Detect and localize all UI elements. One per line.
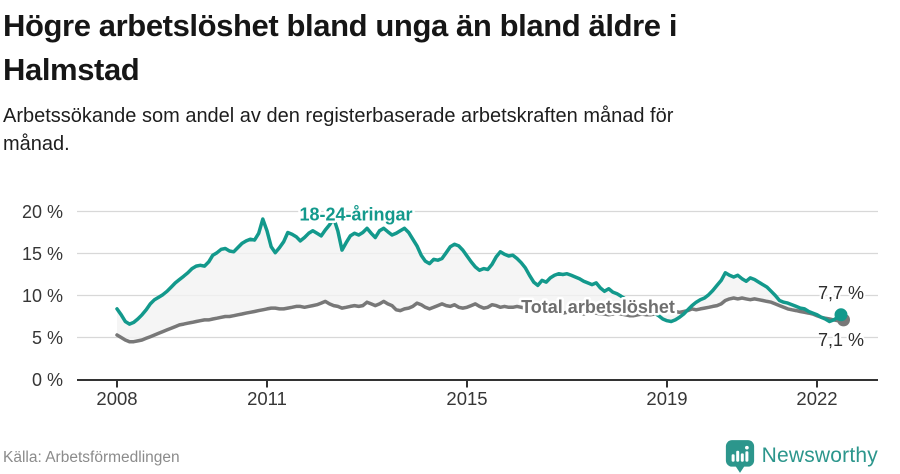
y-tick-label: 5 %	[32, 328, 63, 348]
chart-subtitle-line1: Arbetssökande som andel av den registerb…	[3, 105, 674, 127]
y-tick-label: 15 %	[22, 244, 63, 264]
source-note: Källa: Arbetsförmedlingen	[3, 449, 180, 466]
series-band-fill	[117, 218, 842, 342]
y-tick-label: 0 %	[32, 370, 63, 390]
series-line-youth	[115, 216, 844, 326]
end-value-label-youth: 7,7 %	[818, 283, 864, 303]
page-title-line2: Halmstad	[3, 52, 140, 87]
end-value-label-total: 7,1 %	[818, 330, 864, 350]
series-label-total: Total arbetslöshet	[521, 297, 675, 317]
x-tick-label: 2022	[796, 388, 837, 409]
newsworthy-logo: Newsworthy	[725, 438, 878, 474]
page-title-line1: Högre arbetslöshet bland unga än bland ä…	[3, 8, 678, 43]
chart-subtitle: Arbetssökande som andel av den registerb…	[3, 102, 863, 158]
bar-chart-bubble-icon	[725, 439, 754, 473]
y-tick-label: 20 %	[22, 202, 63, 222]
series-line-total	[115, 296, 844, 344]
brand-name: Newsworthy	[761, 444, 878, 467]
x-tick-label: 2011	[247, 388, 287, 409]
series-label-youth: 18-24-åringar	[299, 205, 412, 225]
x-tick-label: 2008	[96, 388, 137, 409]
chart-subtitle-line2: månad.	[3, 133, 70, 155]
end-dot-youth	[834, 308, 848, 322]
y-tick-label: 10 %	[22, 286, 63, 306]
x-tick-label: 2019	[646, 388, 687, 409]
page-title: Högre arbetslöshet bland unga än bland ä…	[3, 4, 883, 92]
x-tick-label: 2015	[446, 388, 487, 409]
